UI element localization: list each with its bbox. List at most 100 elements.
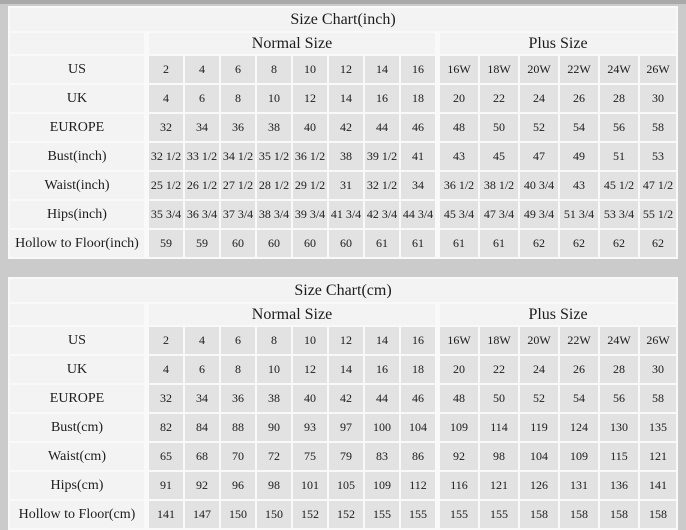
size-value-cell: 27 1/2 [221,172,255,199]
size-value-cell: 10 [257,85,291,112]
size-value-cell: 6 [221,56,255,83]
size-value-cell: 158 [560,501,598,528]
size-value-cell: 6 [221,327,255,354]
plus-size-header: Plus Size [440,304,676,325]
size-value-cell: 91 [149,472,183,499]
table-row: US 2 4 6 8 10 12 14 16 16W 18W 20W 22W 24W 26W [10,56,676,83]
size-value-cell: 92 [185,472,219,499]
group-header-row: Normal Size Plus Size [10,33,676,54]
normal-size-header: Normal Size [149,33,435,54]
size-value-cell: 12 [329,56,363,83]
corner-cell [10,33,144,54]
size-value-cell: 152 [293,501,327,528]
size-value-cell: 4 [149,356,183,383]
size-value-cell: 34 1/2 [221,143,255,170]
table-row: Hollow to Floor(inch) 59 59 60 60 60 60 61 61 61 6… [10,230,676,257]
size-value-cell: 32 1/2 [365,172,399,199]
size-value-cell: 88 [221,414,255,441]
table-body: US 2 4 6 8 10 12 14 16 16W 18W 20W 22W 24W 26W UK 4 6 8 10 1… [10,56,676,257]
size-value-cell: 84 [185,414,219,441]
size-value-cell: 72 [257,443,291,470]
size-value-cell: 158 [640,501,676,528]
size-value-cell: 150 [257,501,291,528]
size-value-cell: 30 [640,85,676,112]
size-value-cell: 18 [401,356,435,383]
size-value-cell: 92 [440,443,478,470]
size-value-cell: 20W [520,56,558,83]
size-value-cell: 36 [221,385,255,412]
size-value-cell: 35 3/4 [149,201,183,228]
size-value-cell: 14 [365,327,399,354]
row-label: Waist(inch) [10,172,144,199]
size-value-cell: 28 [600,85,638,112]
size-value-cell: 60 [221,230,255,257]
size-value-cell: 38 [257,385,291,412]
size-value-cell: 14 [329,356,363,383]
size-value-cell: 52 [520,114,558,141]
table-row: UK 4 6 8 10 12 14 16 18 20 22 24 26 28 30 [10,85,676,112]
table-row: Hollow to Floor(cm) 141 147 150 150 152 152 155… [10,501,676,528]
size-value-cell: 48 [440,385,478,412]
size-value-cell: 36 [221,114,255,141]
size-value-cell: 83 [365,443,399,470]
size-value-cell: 56 [600,385,638,412]
size-value-cell: 104 [401,414,435,441]
size-value-cell: 45 1/2 [600,172,638,199]
size-value-cell: 60 [257,230,291,257]
size-value-cell: 62 [560,230,598,257]
size-value-cell: 93 [293,414,327,441]
size-value-cell: 48 [440,114,478,141]
size-value-cell: 116 [440,472,478,499]
size-value-cell: 115 [600,443,638,470]
size-value-cell: 34 [185,114,219,141]
row-label: US [10,56,144,83]
size-value-cell: 10 [293,327,327,354]
size-value-cell: 28 [600,356,638,383]
size-value-cell: 2 [149,56,183,83]
size-value-cell: 8 [257,56,291,83]
size-value-cell: 24 [520,85,558,112]
size-chart-inch-table: Size Chart(inch) Normal Size Plus Size U… [8,6,678,259]
size-value-cell: 68 [185,443,219,470]
row-label: Waist(cm) [10,443,144,470]
size-value-cell: 4 [149,85,183,112]
row-label: EUROPE [10,114,144,141]
size-value-cell: 10 [293,56,327,83]
size-value-cell: 25 1/2 [149,172,183,199]
size-value-cell: 96 [221,472,255,499]
size-value-cell: 52 [520,385,558,412]
table-row: Waist(inch) 25 1/2 26 1/2 27 1/2 28 1/2 29 1/… [10,172,676,199]
size-value-cell: 16 [365,85,399,112]
size-value-cell: 35 1/2 [257,143,291,170]
size-value-cell: 30 [640,356,676,383]
size-value-cell: 45 [480,143,518,170]
size-value-cell: 42 [329,385,363,412]
size-value-cell: 14 [365,56,399,83]
size-value-cell: 158 [520,501,558,528]
size-value-cell: 37 3/4 [221,201,255,228]
size-value-cell: 36 3/4 [185,201,219,228]
size-value-cell: 155 [365,501,399,528]
size-value-cell: 86 [401,443,435,470]
size-value-cell: 41 3/4 [329,201,363,228]
size-value-cell: 16 [365,356,399,383]
size-value-cell: 126 [520,472,558,499]
size-value-cell: 20 [440,356,478,383]
size-value-cell: 20 [440,85,478,112]
size-value-cell: 45 3/4 [440,201,478,228]
size-value-cell: 32 1/2 [149,143,183,170]
size-value-cell: 152 [329,501,363,528]
size-value-cell: 8 [221,85,255,112]
size-value-cell: 22 [480,356,518,383]
row-label: UK [10,356,144,383]
size-value-cell: 60 [329,230,363,257]
size-value-cell: 38 3/4 [257,201,291,228]
size-value-cell: 59 [149,230,183,257]
size-value-cell: 121 [480,472,518,499]
size-value-cell: 41 [401,143,435,170]
normal-size-header: Normal Size [149,304,435,325]
size-value-cell: 39 1/2 [365,143,399,170]
size-value-cell: 47 3/4 [480,201,518,228]
row-label: Bust(cm) [10,414,144,441]
